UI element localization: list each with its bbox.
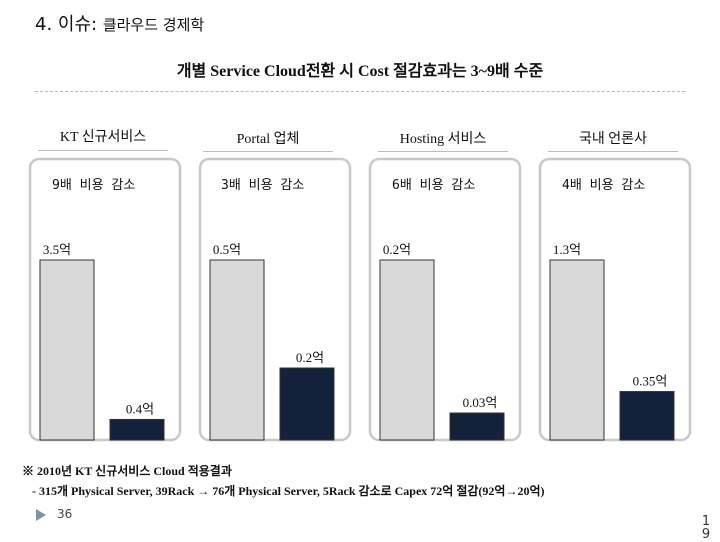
- data-label: 1.3억: [553, 242, 581, 257]
- data-label: 0.35억: [633, 374, 668, 389]
- saving-label-media: 4배 비용 감소: [562, 178, 646, 193]
- data-label: 0.4억: [126, 401, 154, 416]
- saving-label-kt: 9배 비용 감소: [52, 178, 136, 193]
- data-label: 0.2억: [383, 242, 411, 257]
- category-label-kt: KT 신규서비스: [59, 130, 147, 145]
- data-label: 0.2억: [296, 350, 324, 365]
- bullet-triangle-icon: [36, 509, 46, 521]
- panel-frame: [198, 157, 352, 442]
- saving-label-portal: 3배 비용 감소: [221, 178, 305, 193]
- data-label: 0.5억: [213, 242, 241, 257]
- section-subtitle: 클라우드 경제학: [102, 16, 205, 34]
- data-label: 3.5억: [43, 242, 71, 257]
- panel-frame: [538, 157, 692, 442]
- headline: 개별 Service Cloud전환 시 Cost 절감효과는 3~9배 수준: [176, 63, 544, 80]
- category-label-media: 국내 언론사: [579, 132, 647, 147]
- category-underline: [203, 151, 333, 152]
- footnote-title: ※ 2010년 KT 신규서비스 Cloud 적용결과: [22, 464, 232, 478]
- category-underline: [548, 151, 678, 152]
- category-label-hosting: Hosting 서비스: [399, 132, 487, 147]
- bar-after: [109, 418, 165, 441]
- footnote-detail: - 315개 Physical Server, 39Rack → 76개 Phy…: [32, 484, 545, 498]
- dashed-separator: [35, 91, 685, 92]
- data-label: 0.03억: [463, 395, 498, 410]
- side-number: 1 9: [701, 514, 711, 542]
- bar-before: [379, 259, 435, 441]
- panel-frame: [368, 157, 522, 442]
- saving-label-hosting: 6배 비용 감소: [392, 178, 476, 193]
- category-underline: [38, 150, 168, 151]
- page-number: 36: [57, 507, 73, 521]
- slide-title: 4. 이슈: 클라우드 경제학: [35, 10, 204, 36]
- bar-before: [549, 259, 605, 441]
- bar-after: [279, 367, 335, 441]
- bar-after: [619, 391, 675, 441]
- category-underline: [378, 151, 508, 152]
- bar-before: [39, 259, 95, 441]
- panel-frame: [28, 157, 182, 442]
- bar-before: [209, 259, 265, 441]
- category-label-portal: Portal 업체: [236, 132, 300, 147]
- section-label: 4. 이슈:: [35, 14, 98, 35]
- bar-after: [449, 412, 505, 441]
